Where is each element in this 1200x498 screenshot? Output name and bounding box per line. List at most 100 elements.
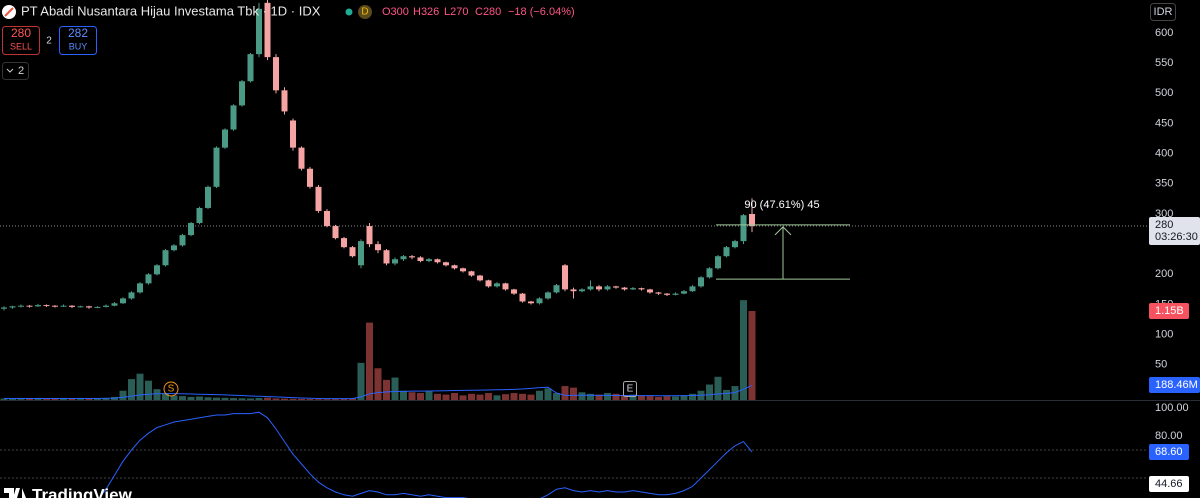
buy-label: BUY [69, 41, 88, 51]
candle-body [706, 268, 713, 278]
candle-body [205, 186, 211, 208]
volume-bar [553, 393, 560, 400]
currency-box[interactable] [1150, 3, 1176, 21]
candle-body [188, 223, 194, 236]
volume-bar [714, 376, 722, 400]
volume-bar [646, 396, 654, 400]
chevron [6, 68, 14, 73]
candle-body [349, 247, 356, 257]
buy-button[interactable] [59, 26, 97, 55]
candle-body [366, 226, 373, 245]
price-tick-label: 300 [1155, 208, 1173, 220]
candle-body [137, 283, 143, 293]
volume-bar [408, 392, 416, 400]
measure-arrowhead [774, 226, 792, 236]
candle-body [732, 241, 738, 248]
volume-bar [128, 379, 135, 400]
volume-bar [281, 398, 288, 400]
candle-body [77, 306, 84, 308]
volume-bar [145, 380, 152, 400]
volume-bar [451, 393, 458, 400]
volume-bar [94, 398, 101, 400]
volume-bar [17, 399, 25, 400]
candle-body [18, 305, 24, 307]
volume-bar [723, 389, 730, 400]
earnings-marker-bg [623, 381, 637, 397]
volume-bar [570, 387, 577, 400]
volume-bar [485, 393, 492, 400]
candle-body [358, 241, 364, 266]
volume-bar [349, 398, 356, 400]
candle-body [579, 289, 585, 292]
osc-value-box [1149, 443, 1189, 460]
volume-bar [425, 391, 433, 400]
candle-body [681, 291, 687, 294]
volume-label: 1.15B [1155, 305, 1184, 317]
candle-body [664, 293, 670, 295]
volume-bar [595, 394, 603, 400]
volume-bar [9, 398, 16, 400]
volume-layer [0, 300, 756, 400]
volume-bar [264, 397, 271, 400]
volume-bar [629, 394, 637, 400]
indicators-toggle[interactable] [2, 62, 29, 80]
candle-body [494, 283, 500, 287]
volume-bar [26, 398, 33, 400]
badge: D [361, 7, 368, 18]
candle-body [43, 305, 50, 307]
candle-body [222, 129, 228, 148]
candle-body [256, 8, 262, 55]
volume-bar [561, 386, 569, 400]
volume-bar [442, 394, 450, 400]
volume-bar [417, 393, 424, 400]
price-tick-label: 200 [1155, 268, 1173, 280]
ohlc-high: H326 [413, 6, 439, 18]
candle-body [86, 306, 92, 308]
candle-body [596, 286, 602, 290]
volume-bar [748, 311, 756, 400]
candle-body [298, 147, 305, 169]
candle-body [485, 280, 492, 287]
candle-body [26, 305, 33, 307]
candle-body [545, 292, 551, 299]
sell-button[interactable] [2, 26, 40, 55]
price-tick-label: 450 [1155, 117, 1173, 129]
last-price-label: 280 [1155, 219, 1173, 231]
volume-bar [102, 398, 110, 400]
candle-body [60, 305, 67, 307]
candle-body [519, 293, 526, 302]
volume-bar [77, 399, 84, 400]
volume-bar [306, 399, 314, 400]
candle-body [587, 286, 594, 290]
volume-bar [391, 377, 399, 400]
candle-body [740, 215, 747, 242]
volume-bar [544, 388, 552, 400]
volume-bar [476, 394, 484, 400]
candle-body [213, 147, 220, 187]
volume-bar [230, 398, 237, 400]
candle-body [655, 292, 662, 294]
price-tick-label: 100 [1155, 329, 1173, 341]
volume-bar [332, 399, 339, 400]
volume-bar [136, 373, 144, 400]
symbol-title[interactable]: PT Abadi Nusantara Hijau Investama Tbk ·… [21, 3, 321, 18]
volume-bar [298, 398, 305, 400]
candle-body [621, 287, 628, 290]
badge-bg [358, 5, 372, 19]
volume-bar [340, 398, 348, 400]
osc-other-box [1149, 476, 1189, 492]
candle-body [502, 283, 509, 290]
osc-line [98, 411, 753, 498]
candle-body [647, 289, 653, 293]
vol-ma-box [1149, 377, 1200, 393]
candle-body [392, 259, 398, 264]
candle-body [409, 256, 415, 258]
volume-bar [68, 398, 76, 400]
candle-body [94, 306, 101, 308]
candle-body [570, 289, 577, 292]
ohlc-open: O300 [382, 6, 409, 18]
currency: IDR [1154, 6, 1173, 18]
volume-bar [510, 393, 518, 400]
brand[interactable]: TradingView [32, 485, 133, 498]
candle-body [698, 277, 704, 287]
